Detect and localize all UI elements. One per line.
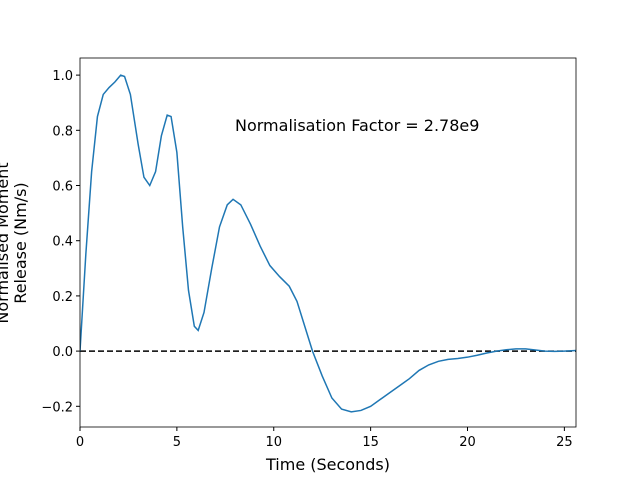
y-tick-label: 0.8: [52, 124, 73, 139]
x-tick-label: 10: [265, 435, 282, 450]
x-tick-label: 15: [362, 435, 379, 450]
annotation: Normalisation Factor = 2.78e9: [235, 116, 479, 135]
y-tick-label: −0.2: [41, 400, 73, 415]
data-line: [80, 74, 576, 413]
y-tick-label: 0.6: [52, 180, 73, 195]
x-tick-label: 0: [76, 435, 84, 450]
y-tick-label: 0.4: [52, 235, 73, 250]
x-axis-label: Time (Seconds): [265, 455, 390, 474]
y-axis-label: Release (Nm/s): [11, 182, 30, 303]
x-tick-label: 20: [459, 435, 476, 450]
y-tick-label: 1.0: [52, 69, 73, 84]
y-tick-label: 0.2: [52, 290, 73, 305]
y-axis-label: Normalised Moment: [0, 162, 12, 323]
y-tick-label: 0.0: [52, 345, 73, 360]
x-tick-label: 5: [173, 435, 181, 450]
x-tick-label: 25: [556, 435, 573, 450]
plot-frame: [79, 57, 577, 428]
